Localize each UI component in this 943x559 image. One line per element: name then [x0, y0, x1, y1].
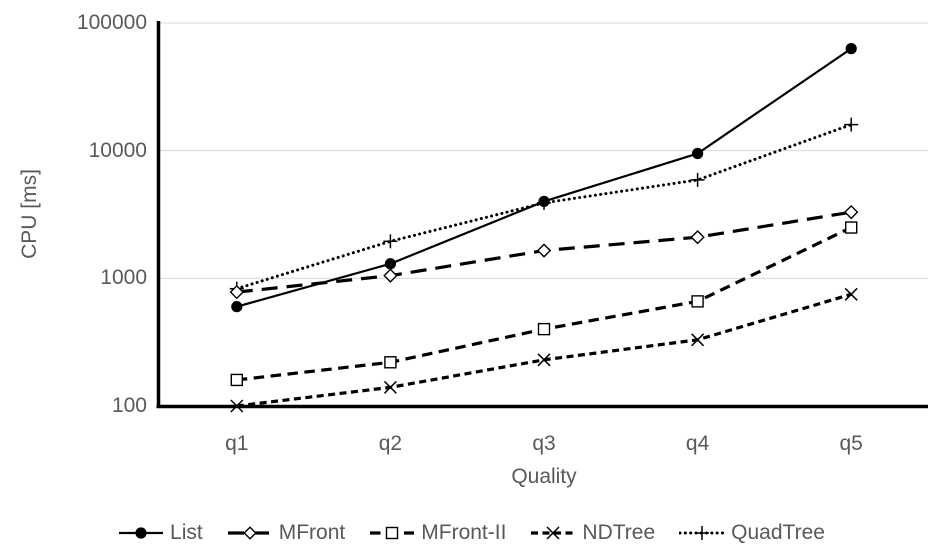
- legend-label: List: [170, 521, 203, 544]
- x-icon: [383, 380, 397, 394]
- x-axis-title: Quality: [511, 465, 577, 488]
- legend-marker-sample: [119, 527, 164, 539]
- open-diamond-icon: [243, 526, 257, 540]
- open-diamond-icon: [536, 243, 552, 258]
- y-axis-title: CPU [ms]: [18, 169, 41, 259]
- legend-label: NDTree: [582, 521, 656, 544]
- x-icon: [844, 287, 858, 301]
- open-diamond-icon: [690, 230, 705, 245]
- x-icon: [546, 526, 560, 540]
- legend-label: QuadTree: [731, 521, 825, 544]
- legend-label: MFront: [278, 521, 346, 544]
- open-square-icon: [384, 356, 397, 369]
- open-diamond-icon: [844, 204, 859, 220]
- legend-item-QuadTree: QuadTree: [679, 521, 825, 545]
- x-category-label: q2: [378, 432, 403, 455]
- legend: List MFront MFront-II NDTree QuadTree: [0, 516, 943, 550]
- open-square-icon: [537, 322, 551, 336]
- x-icon: [230, 399, 244, 413]
- open-square-icon: [386, 526, 399, 540]
- x-category-label: q5: [839, 432, 863, 455]
- legend-item-MFront: MFront: [227, 521, 346, 545]
- legend-marker-sample: [370, 526, 415, 540]
- x-category-label: q3: [532, 432, 556, 455]
- open-diamond-icon: [229, 284, 244, 300]
- legend-item-List: List: [118, 521, 203, 545]
- legend-item-NDTree: NDTree: [530, 521, 655, 545]
- filled-circle-icon: [231, 301, 243, 313]
- legend-marker-sample: [227, 526, 272, 540]
- y-tick-label: 100: [111, 394, 147, 417]
- x-icon: [537, 353, 551, 367]
- filled-circle-icon: [692, 147, 704, 160]
- open-square-icon: [230, 373, 244, 387]
- y-tick-label: 1000: [100, 266, 147, 290]
- x-icon: [691, 333, 705, 347]
- x-category-label: q4: [685, 432, 710, 455]
- filled-circle-icon: [538, 195, 550, 208]
- x-category-label: q1: [225, 432, 249, 455]
- y-tick-label: 10000: [88, 138, 147, 162]
- filled-circle-icon: [845, 43, 857, 55]
- open-square-icon: [845, 221, 858, 234]
- filled-circle-icon: [384, 258, 396, 270]
- legend-label: MFront-II: [421, 521, 507, 544]
- series-line-NDTree: [236, 292, 852, 408]
- filled-circle-icon: [135, 527, 147, 539]
- open-square-icon: [691, 295, 704, 308]
- series-line-List: [236, 47, 852, 308]
- open-diamond-icon: [383, 268, 398, 283]
- legend-marker-sample: [531, 526, 576, 540]
- legend-marker-sample: [679, 526, 726, 540]
- legend-item-MFront-II: MFront-II: [369, 521, 506, 545]
- y-tick-label: 100000: [76, 11, 147, 34]
